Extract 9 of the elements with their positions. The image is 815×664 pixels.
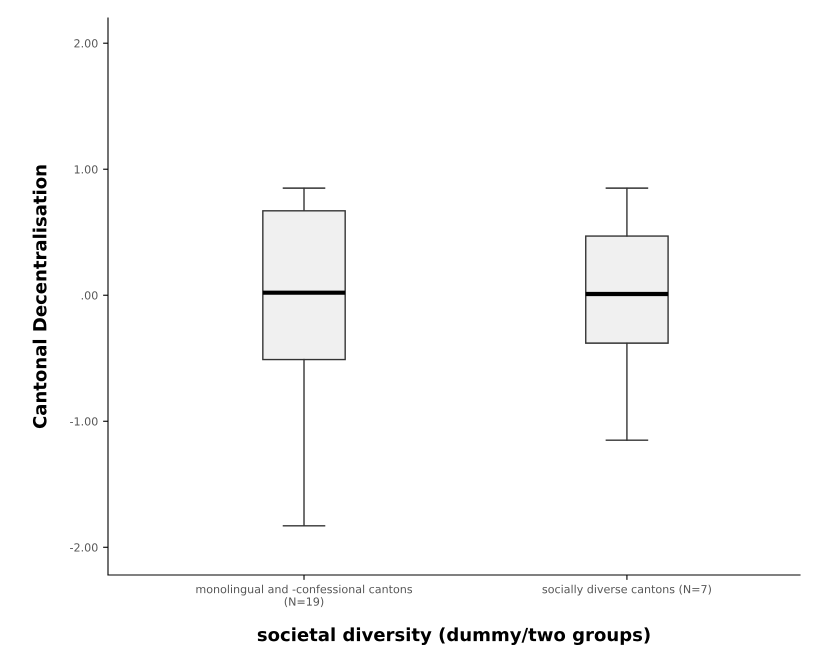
y-tick-label: -1.00 [70, 417, 98, 426]
x-tick-label: socially diverse cantons (N=7) [542, 584, 711, 596]
y-tick-label: -2.00 [70, 543, 98, 552]
y-axis-title: Cantonal Decentralisation [32, 165, 47, 428]
x-tick-label: monolingual and -confessional cantons (N=19) [196, 584, 412, 608]
y-tick-label: 2.00 [74, 39, 98, 48]
y-tick-label: 1.00 [74, 165, 98, 174]
x-axis-title: societal diversity (dummy/two groups) [258, 627, 650, 645]
y-tick-label: .00 [82, 291, 98, 300]
